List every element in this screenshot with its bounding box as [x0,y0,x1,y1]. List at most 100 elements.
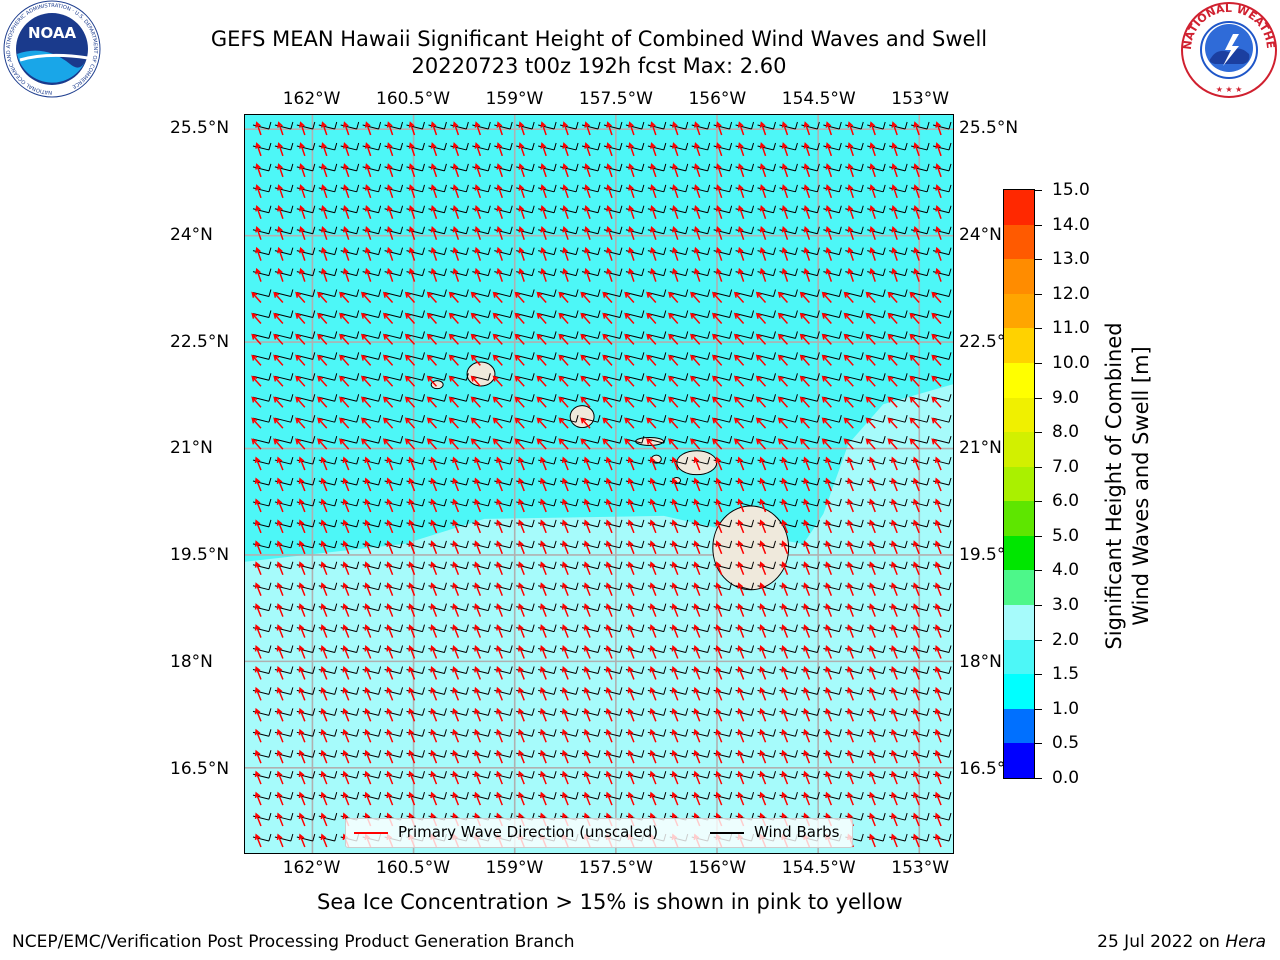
wave-direction-arrow [298,540,306,555]
wind-barb [910,373,930,381]
wave-direction-arrow [404,438,416,450]
wave-direction-arrow [825,519,833,534]
wave-direction-arrow [339,396,350,408]
wave-direction-arrow [320,267,328,282]
wave-direction-arrow [492,354,503,366]
wave-direction-arrow [408,645,416,659]
wave-direction-arrow [408,540,416,555]
wave-direction-arrow [847,728,854,743]
wave-direction-arrow [690,291,701,304]
wave-direction-arrow [737,477,745,492]
wave-direction-arrow [364,456,372,471]
wind-barb [867,289,886,298]
wave-direction-arrow [646,438,657,450]
wind-barb [406,331,425,339]
wind-barb [845,352,864,360]
wave-direction-arrow [255,225,262,240]
wind-barb [494,373,513,381]
wave-direction-arrow [605,498,613,513]
wind-barb [845,310,864,318]
wave-direction-arrow [276,456,284,471]
wave-direction-arrow [869,498,876,513]
wave-direction-arrow [887,291,898,304]
wave-direction-arrow [320,665,328,680]
wave-direction-arrow [605,519,613,534]
wind-barb [384,394,404,402]
wind-barb [735,394,755,402]
wave-direction-arrow [715,728,723,743]
wave-direction-arrow [562,205,569,219]
wave-direction-arrow [627,707,635,722]
wind-barb [406,415,425,423]
wave-direction-arrow [737,770,745,785]
wave-direction-arrow [386,498,394,513]
wind-barb [603,415,623,423]
wave-direction-arrow [711,375,723,387]
wave-direction-arrow [580,291,591,304]
wave-direction-arrow [448,438,459,450]
wave-direction-arrow [909,396,920,408]
wave-direction-arrow [825,686,833,701]
wave-direction-arrow [847,707,854,722]
wave-direction-arrow [650,205,657,219]
wave-direction-arrow [277,142,284,157]
wind-barb [889,435,908,444]
wave-direction-arrow [408,163,416,178]
wave-direction-arrow [364,205,372,219]
wave-direction-arrow [602,417,613,429]
wind-barb [559,373,579,381]
colorbar-tick-label: 7.0 [1052,456,1080,477]
nws-stars-icon: ★ ★ ★ [1216,85,1243,94]
wave-direction-arrow [360,438,372,450]
wave-direction-arrow [737,225,745,240]
wave-direction-arrow [540,603,547,617]
colorbar-tick-mark [1035,708,1042,710]
wave-direction-arrow [255,121,262,136]
wind-barb [428,310,447,318]
wave-direction-arrow [803,540,811,555]
wave-direction-arrow [299,246,306,261]
wind-barb [801,394,820,402]
wave-direction-arrow [865,375,876,387]
wave-direction-arrow [277,225,284,240]
wave-direction-arrow [518,540,525,555]
wave-direction-arrow [561,603,569,617]
wave-direction-arrow [364,770,372,785]
wave-direction-arrow [913,267,920,282]
wave-direction-arrow [339,354,350,366]
wave-direction-arrow [646,333,657,345]
wave-direction-arrow [646,417,657,429]
wave-direction-arrow [737,267,745,282]
wave-direction-arrow [843,438,854,450]
wave-direction-arrow [448,333,459,345]
wind-barb [472,331,491,339]
wind-barb [910,310,930,318]
wave-direction-arrow [430,603,438,617]
wind-barb [932,331,952,339]
wave-direction-arrow [847,519,854,534]
wind-barb [603,352,623,360]
wind-barb [669,310,689,318]
wave-direction-arrow [737,184,745,199]
wave-direction-arrow [276,749,284,764]
wave-direction-arrow [668,291,679,304]
wave-direction-arrow [627,624,635,638]
wave-direction-arrow [342,749,350,764]
wave-direction-arrow [474,582,482,596]
wave-direction-arrow [426,333,438,345]
wave-direction-arrow [693,791,701,806]
wave-direction-arrow [584,121,591,136]
wave-direction-arrow [671,582,679,596]
wave-direction-arrow [492,312,503,324]
wave-direction-arrow [931,438,942,450]
wave-direction-arrow [606,225,613,240]
wave-direction-arrow [759,184,767,199]
latitude-tick-right: 24°N [959,224,1002,245]
wave-direction-arrow [408,477,416,492]
wave-direction-arrow [803,498,811,513]
wave-direction-arrow [891,477,898,492]
wave-direction-arrow [649,582,657,596]
wind-barb [428,289,447,298]
wave-direction-arrow [934,456,942,471]
wave-direction-arrow [452,477,460,492]
